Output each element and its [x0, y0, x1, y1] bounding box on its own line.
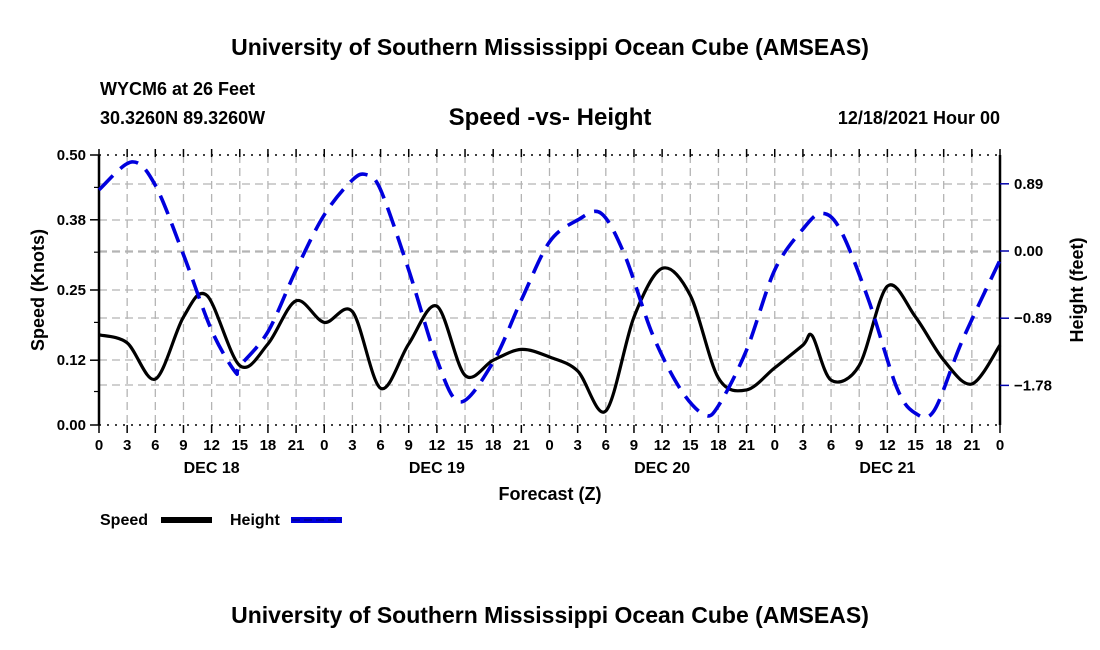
x-tick-label: 0	[95, 437, 103, 454]
x-tick-label: 6	[376, 437, 384, 454]
series-line-height	[97, 160, 1002, 420]
y2-tick-label: −0.89	[1014, 310, 1052, 327]
x-tick-label: 9	[405, 437, 413, 454]
y2-tick-label: 0.89	[1014, 176, 1043, 193]
legend-speed-swatch	[161, 517, 212, 523]
x-day-label: DEC 19	[409, 460, 465, 477]
y-tick-label: 0.25	[57, 282, 86, 299]
x-tick-label: 0	[996, 437, 1004, 454]
x-tick-label: 6	[151, 437, 159, 454]
y2-axis-label: Height (feet)	[1067, 238, 1087, 343]
coordinates-label: 30.3260N 89.3260W	[100, 108, 265, 128]
date-label: 12/18/2021 Hour 00	[838, 108, 1000, 128]
x-tick-label: 15	[457, 437, 474, 454]
x-day-label: DEC 18	[184, 460, 240, 477]
y2-tick-label: −1.78	[1014, 377, 1052, 394]
x-tick-label: 12	[203, 437, 220, 454]
y2-tick-label: 0.00	[1014, 243, 1043, 260]
x-tick-label: 12	[429, 437, 446, 454]
y-tick-label: 0.38	[57, 212, 86, 229]
x-tick-label: 6	[602, 437, 610, 454]
y-axis-label: Speed (Knots)	[28, 229, 48, 351]
x-tick-label: 6	[827, 437, 835, 454]
x-tick-label: 15	[682, 437, 699, 454]
x-tick-label: 18	[710, 437, 727, 454]
x-tick-label: 18	[485, 437, 502, 454]
y-tick-label: 0.12	[57, 352, 86, 369]
legend: Speed Height	[100, 512, 342, 529]
x-tick-label: 0	[545, 437, 553, 454]
series-line-speed	[98, 266, 1002, 414]
y-tick-label: 0.00	[57, 417, 86, 434]
x-tick-label: 21	[964, 437, 981, 454]
x-tick-label: 12	[879, 437, 896, 454]
x-tick-label: 21	[288, 437, 305, 454]
footer-title: University of Southern Mississippi Ocean…	[231, 602, 869, 628]
tick-layer: 0 3 6 9 12 15 18 21 0 3 6 9 12 15 18 21 0 3 6 9 12 15 18 21 0 3 6 9…	[57, 147, 1052, 477]
x-tick-label: 18	[935, 437, 952, 454]
y-tick-label: 0.50	[57, 147, 86, 164]
x-tick-label: 9	[179, 437, 187, 454]
legend-speed-label: Speed	[100, 512, 148, 529]
legend-height-label: Height	[230, 512, 280, 529]
x-tick-label: 3	[123, 437, 131, 454]
x-tick-label: 15	[231, 437, 248, 454]
x-tick-label: 15	[907, 437, 924, 454]
x-tick-label: 9	[630, 437, 638, 454]
x-day-label: DEC 21	[859, 460, 915, 477]
x-tick-label: 21	[738, 437, 755, 454]
x-tick-label: 0	[320, 437, 328, 454]
x-day-label: DEC 20	[634, 460, 690, 477]
x-tick-label: 3	[799, 437, 807, 454]
x-axis-label: Forecast (Z)	[498, 484, 601, 504]
x-tick-label: 21	[513, 437, 530, 454]
grid	[99, 155, 1000, 425]
x-tick-label: 3	[573, 437, 581, 454]
chart-title: Speed -vs- Height	[449, 104, 652, 131]
main-title: University of Southern Mississippi Ocean…	[231, 34, 869, 60]
x-tick-label: 18	[260, 437, 277, 454]
station-label: WYCM6 at 26 Feet	[100, 79, 255, 99]
series-layer	[97, 160, 1002, 420]
x-tick-label: 12	[654, 437, 671, 454]
x-tick-label: 3	[348, 437, 356, 454]
x-tick-label: 0	[771, 437, 779, 454]
x-tick-label: 9	[855, 437, 863, 454]
